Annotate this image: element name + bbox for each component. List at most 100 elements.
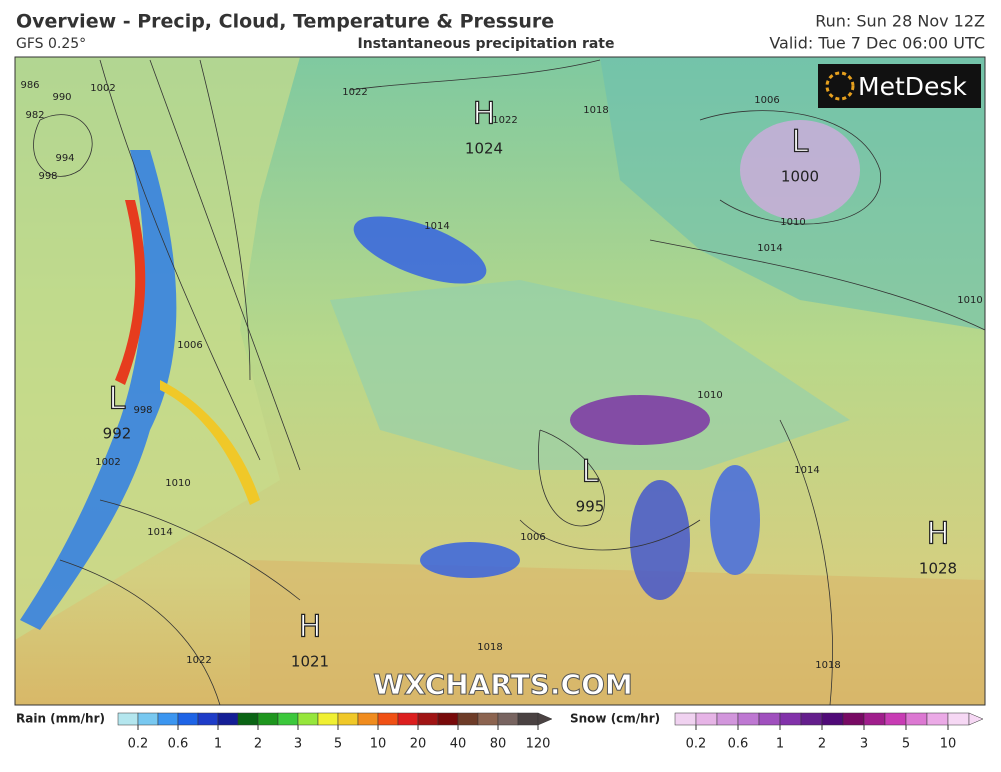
snow-area [570, 395, 710, 445]
rain-tick-label: 20 [410, 737, 427, 752]
rain-tick-label: 0.2 [128, 737, 149, 752]
rain-swatch [277, 712, 299, 726]
snow-tick-label: 0.6 [728, 737, 749, 752]
rain-swatch [397, 712, 419, 726]
rain-tick-label: 80 [490, 737, 507, 752]
rain-swatch [257, 712, 279, 726]
rain-swatch [357, 712, 379, 726]
snow-area [740, 120, 860, 220]
precip-area [420, 542, 520, 578]
isobar-label: 1018 [583, 105, 608, 116]
rain-tick-label: 0.6 [168, 737, 189, 752]
isobar-label: 986 [20, 80, 39, 91]
map: 986 990 982 994 998 1002 1022 1022 1018 1006 1014 1… [15, 57, 985, 705]
isobar-label: 1010 [165, 478, 190, 489]
snow-swatch [947, 712, 970, 726]
isobar-label: 1022 [342, 87, 367, 98]
isobar-label: 1006 [177, 340, 202, 351]
rain-swatch [437, 712, 459, 726]
rain-legend-label: Rain (mm/hr) [16, 712, 105, 726]
pressure-center-layer: H 1024 L 1000 L 992 L 995 H 1028 H 1021 [103, 96, 957, 671]
isobar-label: 1006 [520, 532, 545, 543]
pressure-center-letter: H [299, 610, 322, 645]
rain-tick-label: 1 [214, 737, 222, 752]
isobar-label: 1010 [697, 390, 722, 401]
rain-swatch [197, 712, 219, 726]
rain-swatch [297, 712, 319, 726]
isobar-label: 1014 [794, 465, 819, 476]
snow-tick-label: 1 [776, 737, 784, 752]
pressure-center-value: 1024 [465, 140, 503, 158]
watermark: WXCHARTS.COM [373, 668, 633, 701]
model: GFS 0.25° [16, 36, 86, 52]
snow-swatch [737, 712, 760, 726]
legend: 0.2 0.6 1 2 3 5 10 20 40 80 120 0.2 0.6 1 2 3 5 10 [117, 712, 984, 752]
isobar-label: 994 [55, 153, 74, 164]
snow-swatch [905, 712, 928, 726]
rain-swatch [457, 712, 479, 726]
isobar-label: 1002 [90, 83, 115, 94]
rain-swatch [157, 712, 179, 726]
snow-tick-label: 3 [860, 737, 868, 752]
snow-swatch [716, 712, 739, 726]
snow-swatch [779, 712, 802, 726]
pressure-center-letter: H [473, 97, 496, 132]
pressure-center-value: 992 [103, 425, 132, 443]
rain-swatch [417, 712, 439, 726]
pressure-center-letter: L [582, 455, 599, 490]
rain-swatch [477, 712, 499, 726]
subtitle: Instantaneous precipitation rate [358, 36, 615, 52]
snow-swatch [863, 712, 886, 726]
snow-swatch [926, 712, 949, 726]
snow-swatch [842, 712, 865, 726]
rain-swatch [237, 712, 259, 726]
snow-swatch [674, 712, 697, 726]
snow-swatch [800, 712, 823, 726]
title: Overview - Precip, Cloud, Temperature & … [16, 11, 554, 33]
isobar-label: 1018 [477, 642, 502, 653]
precip-core [115, 200, 146, 385]
isobar-label: 990 [52, 92, 71, 103]
rain-swatch [377, 712, 399, 726]
rain-swatch [217, 712, 239, 726]
pressure-center-letter: L [109, 382, 126, 417]
snow-tick-label: 0.2 [686, 737, 707, 752]
rain-tick-label: 3 [294, 737, 302, 752]
precip-core [160, 380, 260, 505]
snow-swatch [695, 712, 718, 726]
isobar-label: 1010 [780, 217, 805, 228]
pressure-center-letter: L [792, 125, 809, 160]
rain-swatch [177, 712, 199, 726]
snow-swatch [821, 712, 844, 726]
snow-tick-label: 5 [902, 737, 910, 752]
rain-tick-label: 120 [526, 737, 551, 752]
snow-swatch [884, 712, 907, 726]
precip-band [20, 150, 177, 630]
snow-tick-label: 2 [818, 737, 826, 752]
rain-tick-label: 40 [450, 737, 467, 752]
rain-tick-label: 5 [334, 737, 342, 752]
pressure-center-value: 1028 [919, 560, 957, 578]
rain-tick-label: 2 [254, 737, 262, 752]
map-frame [14, 56, 986, 706]
desert [250, 560, 985, 705]
precip-area [710, 465, 760, 575]
rain-swatch [337, 712, 359, 726]
valid-time: Valid: Tue 7 Dec 06:00 UTC [769, 34, 985, 53]
isobar-label: 1018 [815, 660, 840, 671]
pressure-center-letter: H [927, 517, 950, 552]
isobars [33, 59, 985, 705]
isobar-label: 1014 [147, 527, 172, 538]
isobar-label: 982 [25, 110, 44, 121]
pressure-center-value: 1000 [781, 168, 819, 186]
run-time: Run: Sun 28 Nov 12Z [815, 12, 985, 31]
rain-swatch [317, 712, 339, 726]
isobar-label: 1006 [754, 95, 779, 106]
rain-arrow [537, 712, 553, 726]
pressure-center-value: 995 [576, 498, 605, 516]
logo-box [818, 64, 981, 108]
isobar-label: 1014 [424, 221, 449, 232]
snow-tick-label: 10 [940, 737, 957, 752]
